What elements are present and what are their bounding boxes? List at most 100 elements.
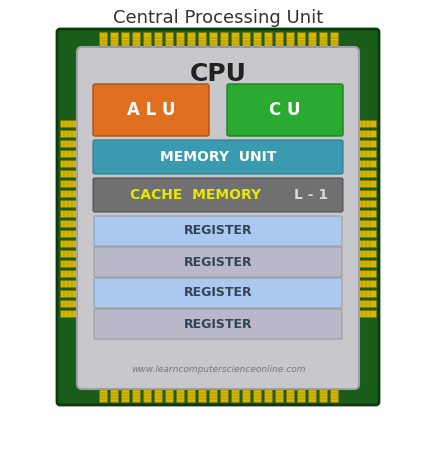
Bar bbox=[358, 220, 376, 226]
FancyBboxPatch shape bbox=[227, 84, 343, 136]
Bar bbox=[252, 384, 260, 402]
Bar bbox=[60, 199, 78, 207]
Bar bbox=[60, 279, 78, 287]
Bar bbox=[358, 130, 376, 136]
Text: REGISTER: REGISTER bbox=[184, 287, 252, 300]
Bar bbox=[164, 384, 173, 402]
Bar bbox=[219, 32, 228, 50]
Bar bbox=[319, 384, 327, 402]
Bar bbox=[60, 239, 78, 247]
Bar bbox=[187, 384, 194, 402]
Bar bbox=[286, 32, 293, 50]
Bar bbox=[132, 384, 140, 402]
Bar bbox=[358, 170, 376, 176]
Bar bbox=[358, 230, 376, 237]
Bar bbox=[60, 310, 78, 316]
Bar bbox=[99, 32, 106, 50]
Bar bbox=[275, 32, 283, 50]
Bar bbox=[358, 199, 376, 207]
Bar bbox=[143, 384, 150, 402]
Bar bbox=[307, 384, 316, 402]
Bar bbox=[252, 32, 260, 50]
Bar bbox=[176, 384, 184, 402]
Bar bbox=[358, 270, 376, 276]
FancyBboxPatch shape bbox=[77, 47, 359, 389]
Bar bbox=[296, 384, 304, 402]
FancyBboxPatch shape bbox=[57, 29, 379, 405]
Bar bbox=[358, 249, 376, 256]
Bar bbox=[60, 249, 78, 256]
Bar bbox=[358, 149, 376, 157]
Bar bbox=[242, 32, 249, 50]
Bar bbox=[60, 140, 78, 147]
Bar bbox=[296, 32, 304, 50]
Bar bbox=[208, 384, 217, 402]
Bar bbox=[263, 384, 272, 402]
Bar bbox=[187, 32, 194, 50]
Bar bbox=[307, 32, 316, 50]
Text: REGISTER: REGISTER bbox=[184, 318, 252, 330]
Bar bbox=[358, 239, 376, 247]
Bar bbox=[198, 32, 205, 50]
Bar bbox=[176, 32, 184, 50]
Bar bbox=[330, 384, 337, 402]
Text: L - 1: L - 1 bbox=[294, 188, 328, 202]
Bar bbox=[60, 220, 78, 226]
Text: CPU: CPU bbox=[190, 62, 246, 86]
Bar bbox=[143, 32, 150, 50]
Bar bbox=[358, 300, 376, 306]
Text: MEMORY  UNIT: MEMORY UNIT bbox=[160, 150, 276, 164]
Bar bbox=[60, 159, 78, 166]
Bar bbox=[132, 32, 140, 50]
Bar bbox=[60, 270, 78, 276]
Text: REGISTER: REGISTER bbox=[184, 256, 252, 269]
Text: REGISTER: REGISTER bbox=[184, 225, 252, 238]
Bar bbox=[60, 230, 78, 237]
Bar bbox=[153, 384, 161, 402]
Bar bbox=[319, 32, 327, 50]
Bar bbox=[358, 140, 376, 147]
Bar bbox=[109, 32, 117, 50]
Bar bbox=[109, 384, 117, 402]
FancyBboxPatch shape bbox=[94, 247, 342, 277]
Text: www.learncomputerscienceonline.com: www.learncomputerscienceonline.com bbox=[131, 365, 305, 374]
Bar bbox=[219, 384, 228, 402]
Bar bbox=[358, 289, 376, 297]
Bar bbox=[286, 384, 293, 402]
Bar bbox=[153, 32, 161, 50]
Bar bbox=[330, 32, 337, 50]
Text: A L U: A L U bbox=[127, 101, 175, 119]
Text: Central Processing Unit: Central Processing Unit bbox=[113, 9, 323, 27]
Bar bbox=[60, 120, 78, 126]
Bar bbox=[60, 189, 78, 197]
Bar bbox=[60, 289, 78, 297]
Bar bbox=[164, 32, 173, 50]
Bar bbox=[99, 384, 106, 402]
FancyBboxPatch shape bbox=[94, 309, 342, 339]
Bar bbox=[60, 210, 78, 216]
Bar bbox=[358, 189, 376, 197]
Bar bbox=[358, 279, 376, 287]
Bar bbox=[231, 32, 238, 50]
FancyBboxPatch shape bbox=[93, 140, 343, 174]
Bar bbox=[60, 260, 78, 266]
Bar bbox=[120, 384, 129, 402]
Bar bbox=[60, 130, 78, 136]
Bar bbox=[231, 384, 238, 402]
Bar bbox=[358, 159, 376, 166]
FancyBboxPatch shape bbox=[93, 84, 209, 136]
FancyBboxPatch shape bbox=[94, 216, 342, 246]
Bar bbox=[263, 32, 272, 50]
Text: C U: C U bbox=[269, 101, 301, 119]
FancyBboxPatch shape bbox=[94, 278, 342, 308]
FancyBboxPatch shape bbox=[93, 178, 343, 212]
Bar bbox=[275, 384, 283, 402]
Bar bbox=[358, 260, 376, 266]
Bar bbox=[120, 32, 129, 50]
Bar bbox=[358, 310, 376, 316]
Bar bbox=[358, 180, 376, 186]
Bar bbox=[198, 384, 205, 402]
Bar bbox=[60, 180, 78, 186]
Bar bbox=[60, 149, 78, 157]
Bar bbox=[358, 210, 376, 216]
